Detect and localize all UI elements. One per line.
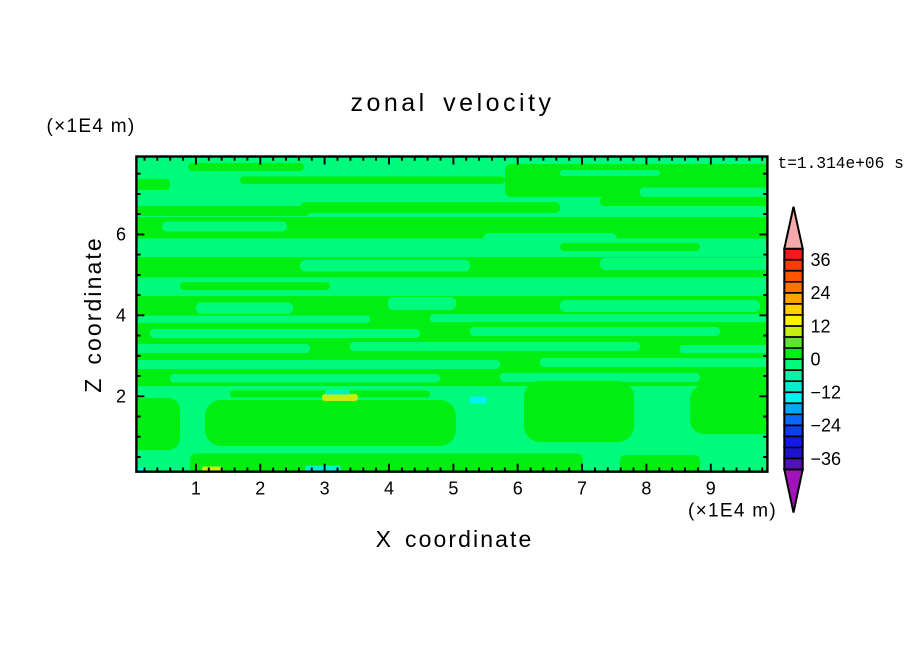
svg-text:6: 6 [513, 479, 523, 499]
svg-text:Z coordinate: Z coordinate [80, 236, 106, 393]
svg-text:7: 7 [577, 479, 587, 499]
svg-text:2: 2 [255, 479, 265, 499]
svg-text:3: 3 [320, 479, 330, 499]
svg-text:8: 8 [641, 479, 651, 499]
svg-text:6: 6 [116, 225, 126, 245]
svg-text:24: 24 [811, 283, 831, 303]
svg-text:9: 9 [706, 479, 716, 499]
svg-text:(×1E4 m): (×1E4 m) [47, 116, 136, 137]
svg-text:4: 4 [116, 305, 126, 325]
svg-text:X coordinate: X coordinate [376, 526, 534, 552]
svg-text:0: 0 [811, 349, 821, 369]
svg-text:−12: −12 [811, 383, 842, 403]
svg-text:36: 36 [811, 250, 831, 270]
svg-text:−24: −24 [811, 416, 842, 436]
svg-text:zonal velocity: zonal velocity [350, 89, 554, 117]
svg-text:2: 2 [116, 386, 126, 406]
svg-text:12: 12 [811, 316, 831, 336]
svg-text:(×1E4 m): (×1E4 m) [688, 501, 777, 522]
svg-text:4: 4 [384, 479, 394, 499]
svg-text:t=1.314e+06 s: t=1.314e+06 s [778, 155, 904, 173]
svg-text:1: 1 [191, 479, 201, 499]
svg-text:−36: −36 [811, 449, 842, 469]
svg-text:5: 5 [448, 479, 458, 499]
